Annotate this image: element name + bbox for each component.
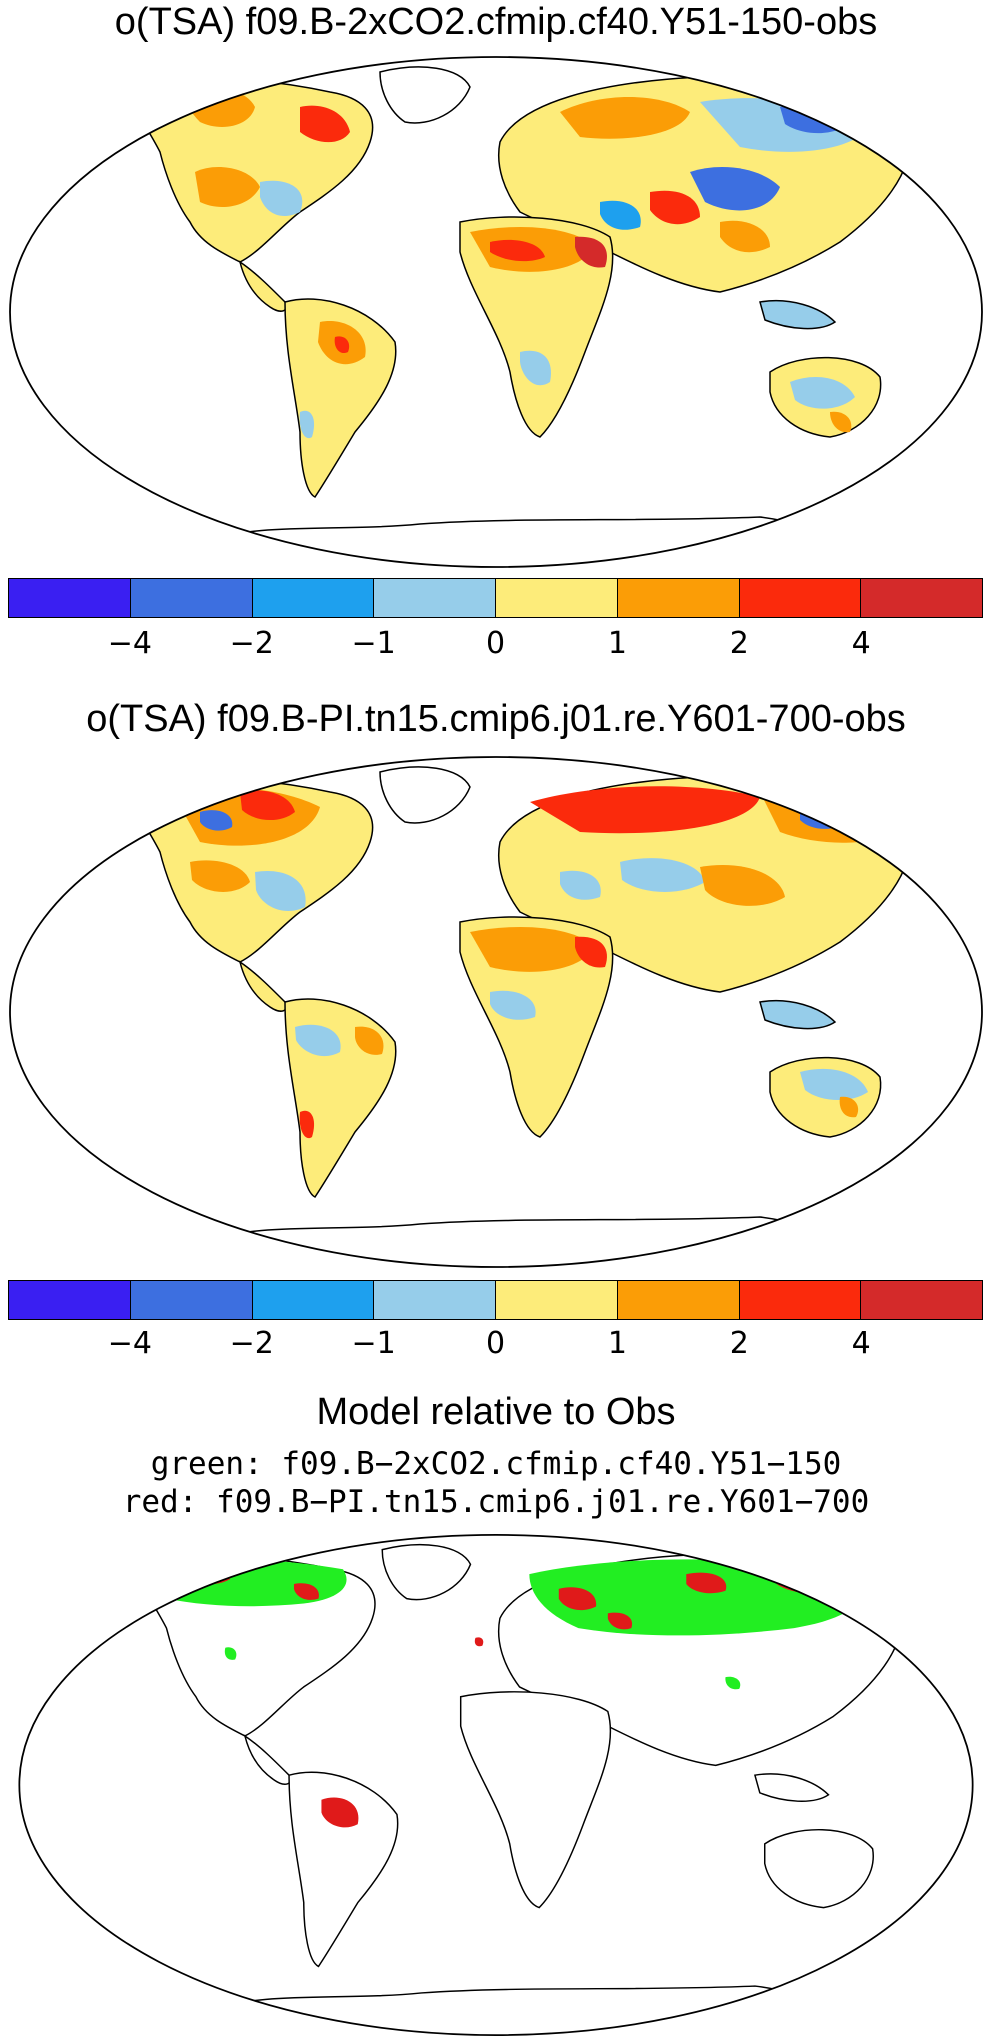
colorbar-cell [9,1281,131,1319]
red-region [558,1587,597,1611]
tick-label: 4 [851,1326,871,1361]
panel-1-map [9,56,983,568]
south-america-land [288,1771,399,1968]
tick-label: −1 [351,1326,396,1361]
map-border [9,756,983,1268]
panel-2-colorbar [8,1280,983,1320]
comparison-map [18,1534,974,2036]
colorbar-cell [9,579,131,617]
panel-1-colorbar [8,578,983,618]
green-region [224,1647,237,1660]
colorbar-cell [739,579,862,617]
colorbar-cell [252,579,375,617]
tick-label: 2 [729,1326,749,1361]
tick-label: −4 [107,1326,152,1361]
panel-1-colorbar-ticks: −4 −2 −1 0 1 2 4 [8,626,983,666]
colorbar-cell [130,579,253,617]
panel-2-title: o(TSA) f09.B-PI.tn15.cmip6.j01.re.Y601-7… [86,698,906,740]
colorbar-cell [496,1281,618,1319]
map-border [9,56,983,568]
comparison-legend-green: green: f09.B−2xCO2.cfmip.cf40.Y51−150 [150,1446,842,1482]
colorbar-cell [861,579,982,617]
red-region [186,1566,231,1585]
panel-2-map [9,756,983,1268]
africa-land [459,1691,612,1909]
red-region [607,1612,633,1630]
green-region [725,1676,741,1690]
panel-1-title: o(TSA) f09.B-2xCO2.cfmip.cf40.Y51-150-ob… [114,1,878,43]
colorbar-cell [617,579,740,617]
tick-label: −2 [229,626,274,661]
greenland-land [379,766,471,824]
colorbar-cell [617,1281,740,1319]
tick-label: 0 [485,626,506,661]
panel-2-colorbar-ticks: −4 −2 −1 0 1 2 4 [8,1326,983,1366]
tick-label: −1 [351,626,396,661]
red-region [321,1797,359,1828]
red-region [686,1572,727,1594]
tick-label: −4 [107,626,152,661]
colorbar-cell [496,579,618,617]
tick-label: 1 [607,1326,627,1361]
africa-land [459,216,614,438]
comparison-title: Model relative to Obs [316,1391,676,1433]
south-america-land [284,298,397,498]
colorbar-cell [130,1281,253,1319]
greenland-land [381,1544,472,1601]
antarctica-outline [199,516,831,548]
africa-land [459,916,614,1138]
tick-label: −2 [229,1326,274,1361]
tick-label: 4 [851,626,871,661]
red-region [293,1583,319,1600]
tick-label: 0 [485,1326,506,1361]
tick-label: 1 [607,626,627,661]
red-region [474,1637,484,1647]
map-border [18,1534,974,2036]
colorbar-cell [861,1281,982,1319]
comparison-legend-red: red: f09.B−PI.tn15.cmip6.j01.re.Y601−700 [122,1484,870,1520]
antarctica-outline [205,1985,825,2016]
tick-label: 2 [729,626,749,661]
colorbar-cell [252,1281,375,1319]
antarctica-outline [199,1216,831,1248]
greenland-land [379,66,471,124]
colorbar-cell [374,1281,496,1319]
colorbar-cell [374,579,496,617]
australia-land [763,1829,874,1909]
colorbar-cell [739,1281,862,1319]
